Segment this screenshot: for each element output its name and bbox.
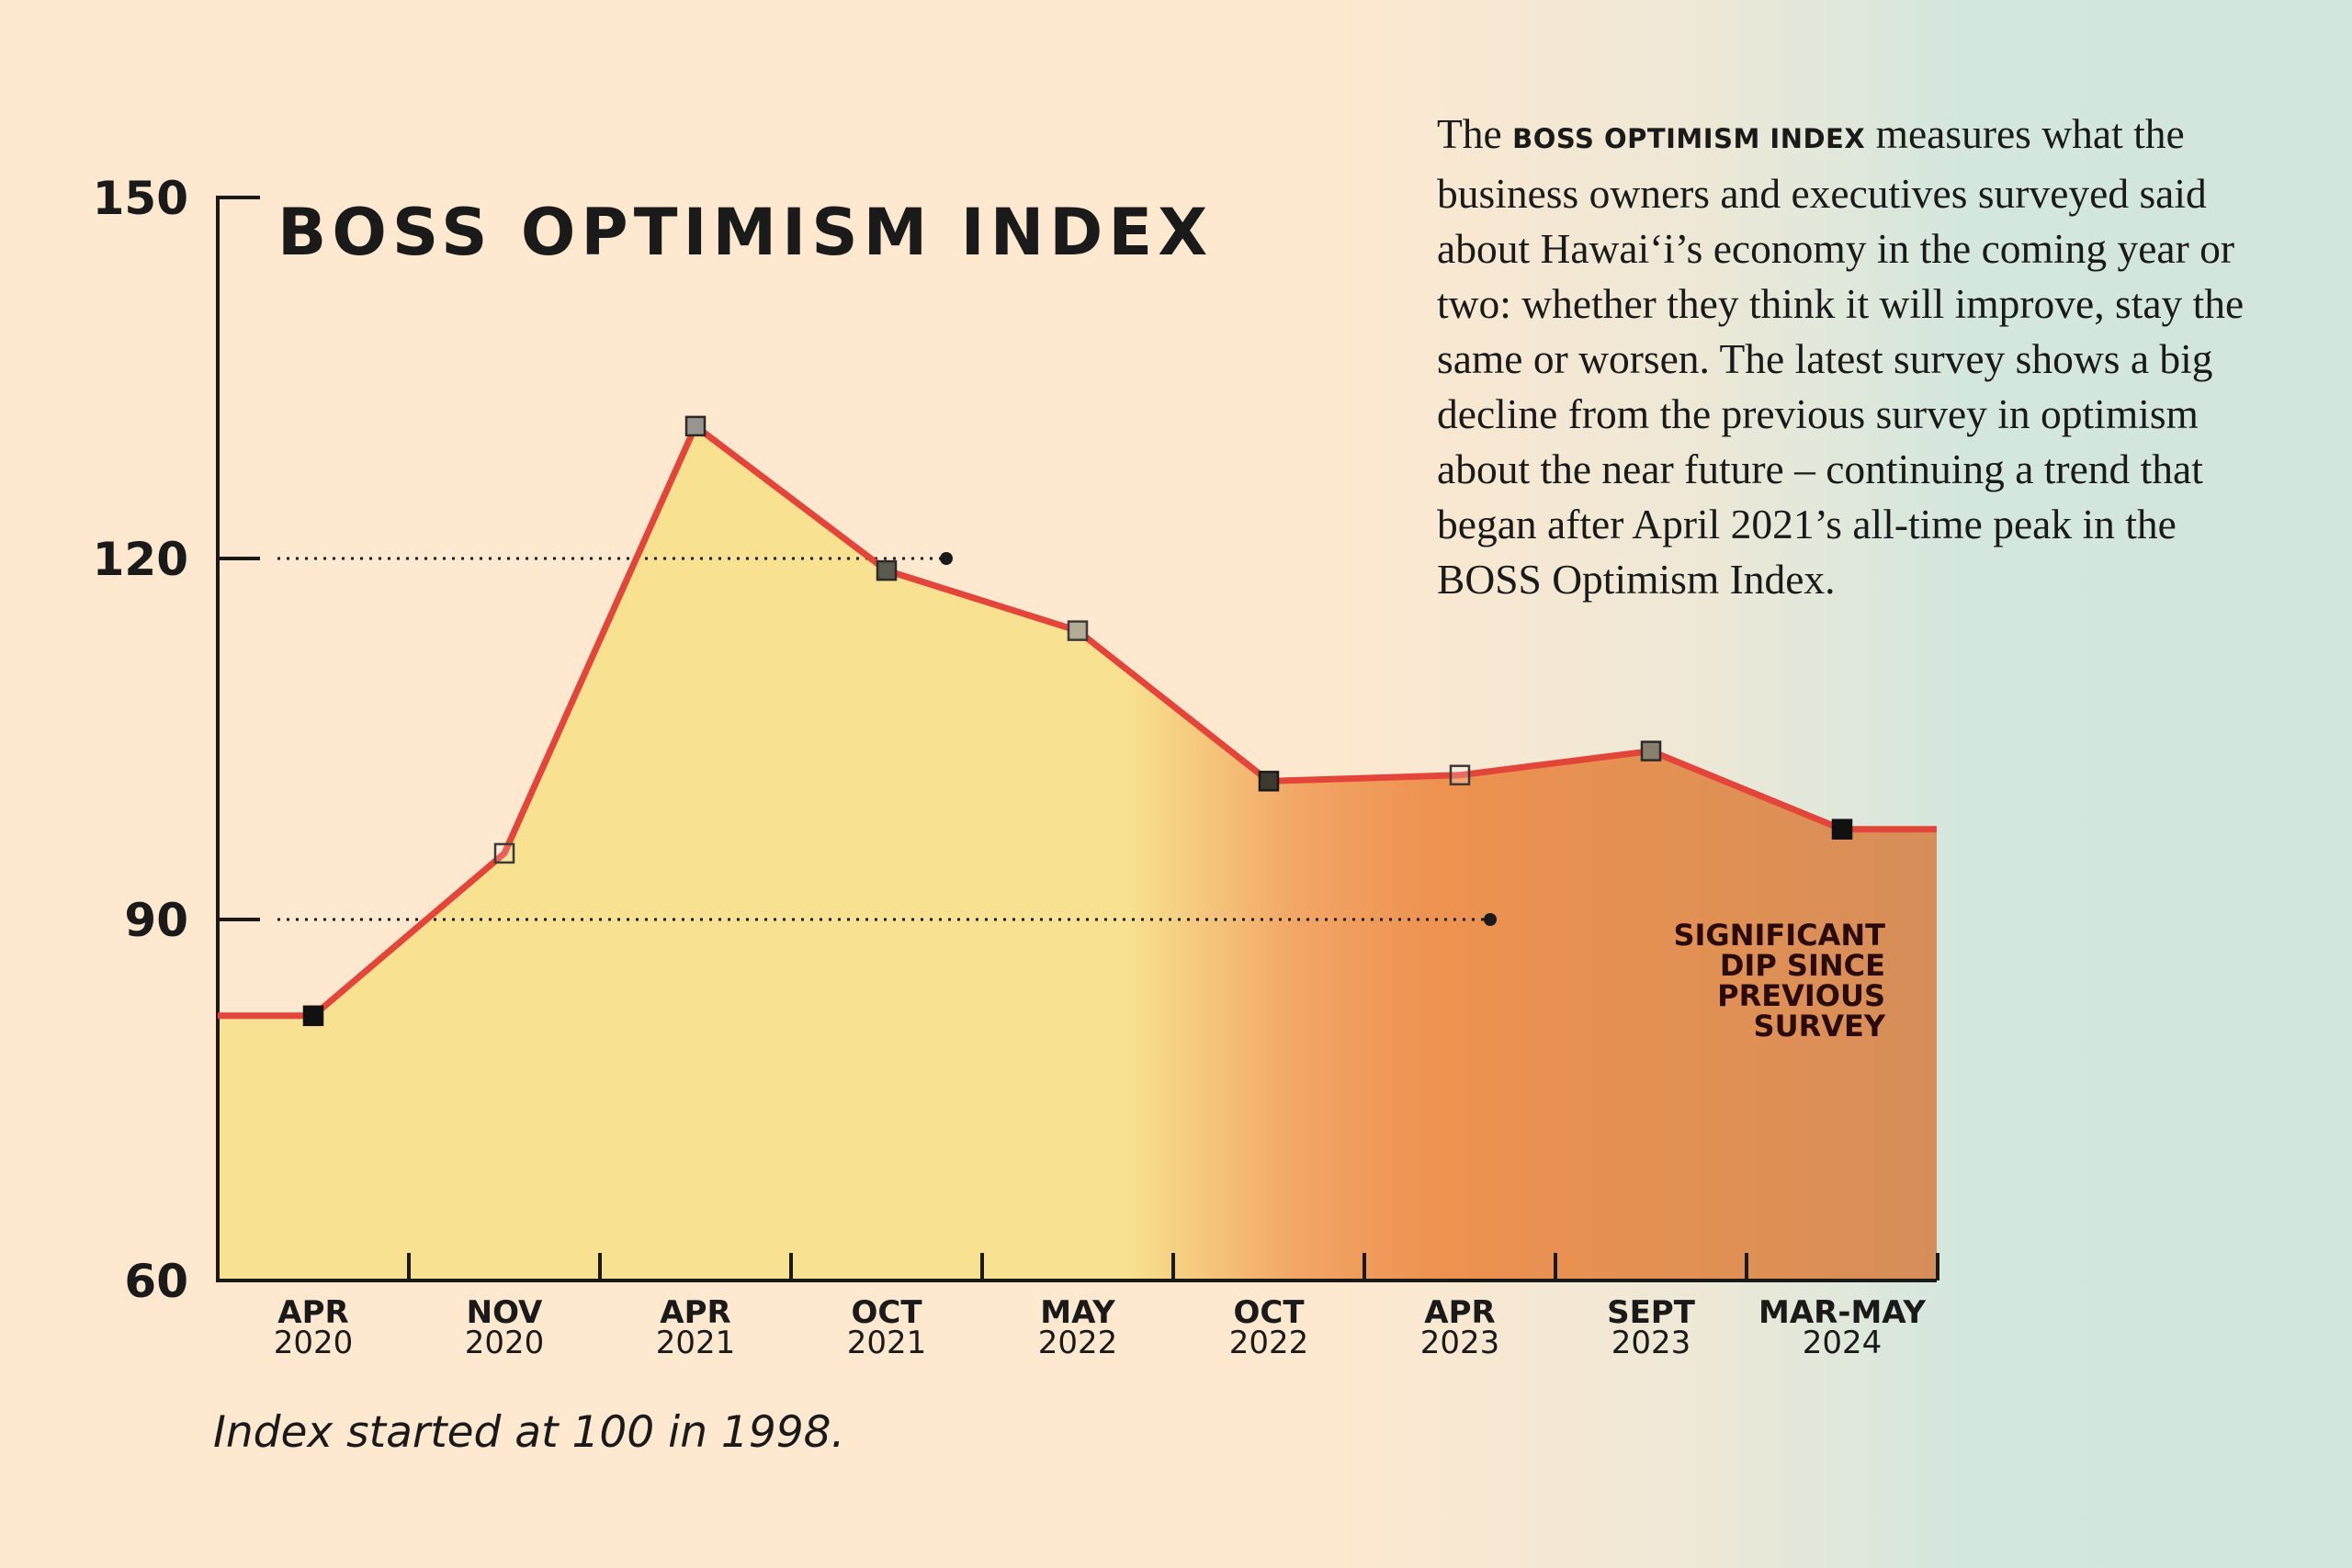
x-tick-label-0: APR [277, 1294, 348, 1331]
x-tick-year-5: 2022 [1229, 1325, 1309, 1361]
markers [302, 415, 1853, 1027]
x-tick-label-1: NOV [467, 1294, 543, 1331]
x-tick-label-7: SEPT [1607, 1294, 1696, 1331]
chart-title: BOSS OPTIMISM INDEX [277, 195, 1213, 270]
data-point-7 [1640, 740, 1662, 761]
x-tick-year-0: 2020 [274, 1325, 354, 1361]
axes [216, 196, 1939, 1282]
reference-dot-120 [940, 552, 953, 565]
x-tick-label-5: OCT [1233, 1294, 1305, 1331]
x-tick-year-7: 2023 [1611, 1325, 1691, 1361]
data-point-6 [1449, 764, 1471, 786]
x-tick-year-3: 2021 [847, 1325, 927, 1361]
x-tick-year-1: 2020 [465, 1325, 545, 1361]
x-tick-label-4: MAY [1040, 1294, 1115, 1331]
description-text: The BOSS OPTIMISM INDEX measures what th… [1437, 107, 2291, 607]
data-point-8 [1831, 818, 1853, 840]
x-tick-label-8: MAR-MAY [1758, 1294, 1926, 1331]
data-point-0 [302, 1005, 324, 1027]
y-tick-label-150: 150 [93, 172, 188, 225]
y-tick-label-90: 90 [124, 894, 188, 947]
description-before: The [1437, 110, 1513, 157]
x-tick-label-3: OCT [851, 1294, 922, 1331]
area-fill [218, 425, 1937, 1280]
y-tick-label-120: 120 [93, 533, 188, 586]
area-layer [218, 425, 1937, 1280]
reference-lines [277, 552, 1497, 926]
annotation-line-2: PREVIOUS [1717, 978, 1885, 1013]
data-point-4 [1067, 620, 1089, 641]
data-point-1 [493, 842, 515, 864]
x-tick-year-6: 2023 [1420, 1325, 1500, 1361]
description-after: measures what the business owners and ex… [1437, 110, 2245, 603]
data-point-3 [876, 559, 898, 581]
data-point-5 [1258, 771, 1280, 792]
description-highlight: BOSS OPTIMISM INDEX [1512, 123, 1866, 154]
labels: 6090120150APR2020NOV2020APR2021OCT2021MA… [93, 172, 1927, 1361]
annotation-line-1: DIP SINCE [1720, 948, 1885, 983]
data-point-2 [684, 415, 707, 437]
x-tick-label-6: APR [1424, 1294, 1495, 1331]
x-tick-year-4: 2022 [1038, 1325, 1118, 1361]
reference-dot-90 [1484, 913, 1497, 926]
footnote: Index started at 100 in 1998. [213, 1407, 845, 1458]
x-tick-year-2: 2021 [656, 1325, 736, 1361]
x-tick-year-8: 2024 [1803, 1325, 1883, 1361]
annotation-line-0: SIGNIFICANT [1673, 918, 1885, 953]
y-tick-label-60: 60 [124, 1255, 188, 1308]
x-tick-label-2: APR [660, 1294, 730, 1331]
annotation-line-3: SURVEY [1754, 1009, 1886, 1043]
